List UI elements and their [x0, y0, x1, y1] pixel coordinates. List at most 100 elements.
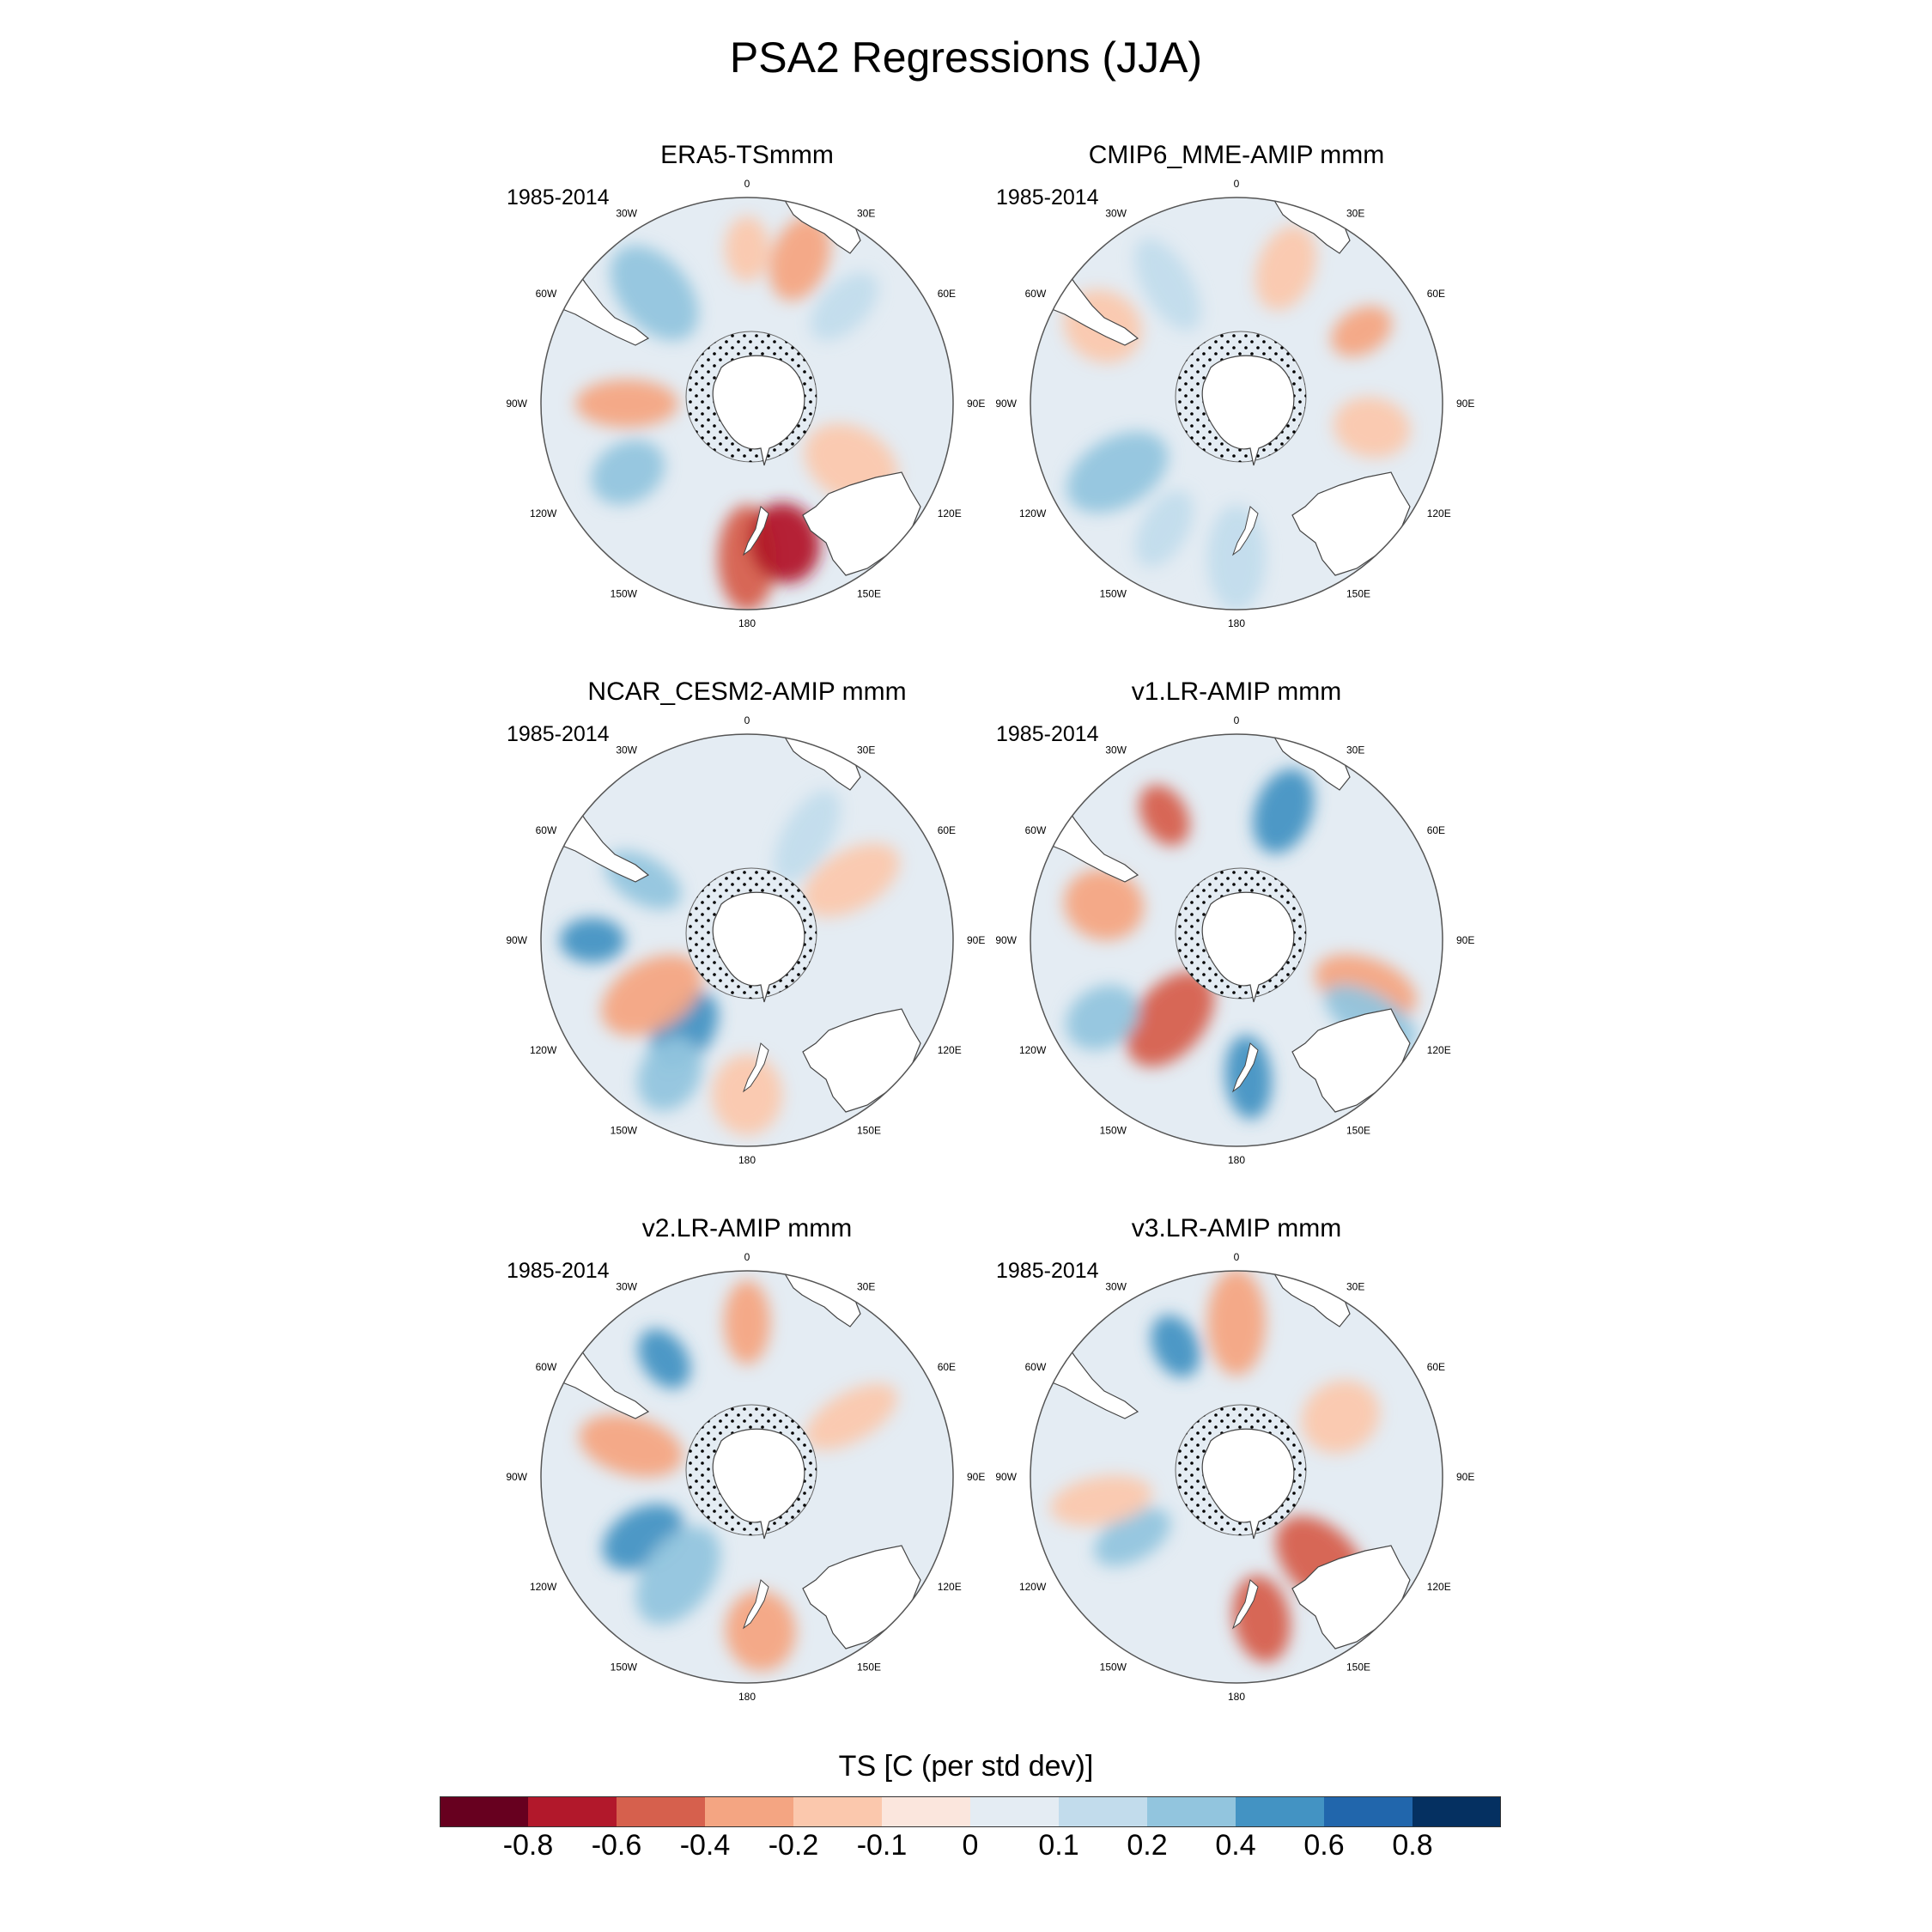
longitude-label: 30E	[857, 1280, 875, 1292]
longitude-label: 60W	[536, 288, 557, 300]
polar-map: 0 30E 60E 90E 120E 150E 180 150W 120W 90W 60W 30W	[507, 1251, 985, 1703]
longitude-label: 120W	[1019, 1044, 1047, 1056]
longitude-label: 30E	[857, 744, 875, 756]
colorbar-segment	[882, 1796, 971, 1827]
anomaly-blob	[1134, 238, 1201, 331]
anomaly-blob	[805, 1383, 898, 1450]
anomaly-blob	[712, 1054, 782, 1135]
anomaly-blob	[560, 918, 625, 963]
longitude-label: 120W	[1019, 507, 1047, 519]
anomaly-blob	[1066, 985, 1139, 1050]
longitude-label: 30W	[616, 744, 637, 756]
colorbar-segment	[1059, 1796, 1148, 1827]
panel-period: 1985-2014	[507, 722, 610, 746]
colorbar-segment	[793, 1796, 883, 1827]
longitude-label: 90W	[507, 398, 528, 410]
map-boundary	[540, 733, 954, 1147]
longitude-label: 60E	[1427, 288, 1445, 300]
longitude-label: 60E	[938, 1361, 956, 1373]
antarctica-land	[1201, 891, 1295, 1003]
anomaly-blob	[579, 1414, 683, 1478]
longitude-label: 150E	[1346, 1125, 1370, 1137]
longitude-label: 90W	[996, 934, 1018, 946]
map-boundary	[1030, 733, 1443, 1147]
australia-land	[1291, 1545, 1411, 1649]
longitude-label: 60W	[1025, 824, 1047, 836]
panel-period: 1985-2014	[996, 1259, 1099, 1283]
panel-title: v1.LR-AMIP mmm	[1131, 677, 1342, 706]
longitude-label: 150W	[611, 588, 638, 600]
longitude-label: 0	[1234, 1251, 1240, 1263]
anomaly-blob	[635, 1526, 720, 1625]
anomaly-blob	[1126, 971, 1215, 1067]
colorbar	[440, 1796, 1501, 1827]
colorbar-title: TS [C (per std dev)]	[838, 1750, 1094, 1783]
longitude-label: 30W	[616, 207, 637, 219]
longitude-label: 150W	[1100, 1125, 1127, 1137]
longitude-label: 120E	[938, 1581, 962, 1593]
anomaly-blob	[1207, 505, 1266, 610]
anomaly-blob	[1224, 1035, 1273, 1120]
map-panel-v1: v1.LR-AMIP mmm 1985-2014 0 30E 60E 90E 120E 1…	[996, 677, 1477, 1198]
longitude-label: 90E	[967, 934, 985, 946]
longitude-label: 30W	[1105, 744, 1127, 756]
anomaly-blob	[1139, 785, 1190, 846]
anomaly-blob	[749, 502, 820, 583]
colorbar-tick-label: -0.8	[502, 1829, 554, 1862]
longitude-label: 30W	[616, 1280, 637, 1292]
panel-title: v2.LR-AMIP mmm	[641, 1214, 853, 1242]
panel-title: NCAR_CESM2-AMIP mmm	[587, 677, 907, 706]
longitude-label: 30W	[1105, 1280, 1127, 1292]
longitude-label: 60W	[1025, 288, 1047, 300]
antarctica-land	[712, 1428, 805, 1540]
map-panel-era5: ERA5-TSmmm 1985-2014 0 30E 60E 90E 120E 150E 1…	[507, 141, 987, 661]
antarctica-land	[712, 891, 805, 1003]
australia-land	[1291, 471, 1411, 576]
anomaly-blob	[725, 216, 769, 282]
panel-title: CMIP6_MME-AMIP mmm	[1088, 141, 1385, 169]
longitude-label: 150E	[857, 1125, 881, 1137]
longitude-label: 0	[744, 714, 750, 726]
longitude-label: 120W	[530, 507, 557, 519]
panel-title: v3.LR-AMIP mmm	[1131, 1214, 1342, 1242]
anomaly-blob	[1050, 1475, 1152, 1527]
anomaly-blob	[637, 1037, 702, 1111]
colorbar-tick-label: 0.2	[1127, 1829, 1168, 1862]
colorbar-tick-label: -0.6	[591, 1829, 642, 1862]
antarctica-land	[1201, 1428, 1295, 1540]
polar-map: 0 30E 60E 90E 120E 150E 180 150W 120W 90W 60W 30W	[507, 714, 985, 1166]
anomaly-blob	[575, 380, 678, 428]
panel-period: 1985-2014	[996, 722, 1099, 746]
longitude-label: 90W	[507, 934, 528, 946]
longitude-label: 30E	[1346, 1280, 1364, 1292]
longitude-label: 180	[738, 1154, 756, 1166]
longitude-label: 0	[744, 178, 750, 190]
antarctica-land	[712, 355, 805, 466]
anomaly-blob	[610, 245, 699, 341]
polar-map: 0 30E 60E 90E 120E 150E 180 150W 120W 90W 60W 30W	[996, 714, 1474, 1166]
australia-land	[802, 1545, 921, 1649]
anomaly-blob	[1333, 397, 1411, 459]
map-panel-cmip6: CMIP6_MME-AMIP mmm 1985-2014 0 30E 60E 90E 1…	[996, 141, 1477, 661]
longitude-label: 90E	[967, 398, 985, 410]
longitude-label: 0	[1234, 714, 1240, 726]
longitude-label: 120E	[1427, 1581, 1451, 1593]
colorbar-tick-label: 0.8	[1392, 1829, 1433, 1862]
anomaly-blob	[724, 1280, 770, 1364]
anomaly-blob	[1207, 1271, 1266, 1376]
new-zealand-land	[1231, 506, 1259, 556]
longitude-label: 60W	[536, 1361, 557, 1373]
longitude-label: 120E	[938, 507, 962, 519]
new-zealand-land	[742, 1579, 769, 1630]
longitude-label: 180	[1228, 617, 1245, 629]
anomaly-blob	[1255, 225, 1317, 311]
longitude-label: 60E	[1427, 1361, 1445, 1373]
map-panel-v3: v3.LR-AMIP mmm 1985-2014 0 30E 60E 90E 120E 1…	[996, 1214, 1477, 1735]
anomaly-blob	[591, 440, 665, 505]
longitude-label: 30W	[1105, 207, 1127, 219]
longitude-label: 180	[738, 617, 756, 629]
map-boundary	[1030, 1270, 1443, 1684]
colorbar-segment	[1413, 1796, 1501, 1827]
colorbar-tick-label: -0.1	[856, 1829, 908, 1862]
longitude-label: 120E	[1427, 1044, 1451, 1056]
